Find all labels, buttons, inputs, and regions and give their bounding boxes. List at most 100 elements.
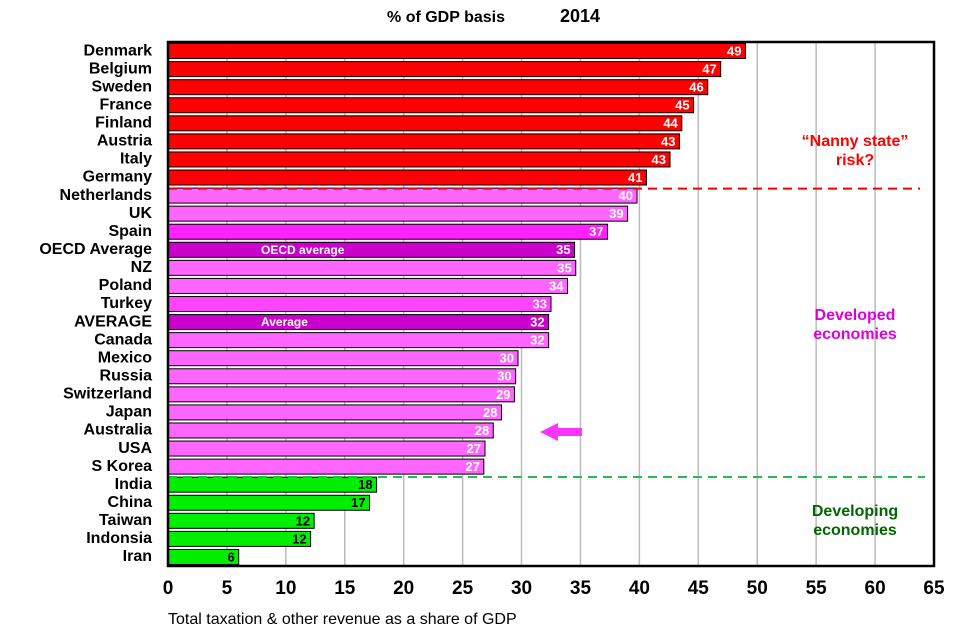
plot-frame [166, 40, 936, 568]
y-tick-label: OECD Average [39, 241, 152, 258]
y-tick-label: Taiwan [99, 512, 152, 529]
bar-inner-label: OECD average [261, 243, 345, 257]
x-tick-label: 5 [222, 578, 233, 599]
y-tick-label: Denmark [84, 42, 153, 59]
y-tick-label: China [108, 494, 153, 511]
y-tick-label: Mexico [98, 349, 152, 366]
y-tick-label: NZ [131, 259, 153, 276]
value-label: 45 [675, 98, 689, 113]
y-tick-label: AVERAGE [74, 313, 152, 330]
y-tick-label: Russia [100, 367, 153, 384]
annotation: “Nanny state” [802, 133, 909, 150]
x-tick-label: 15 [334, 578, 356, 599]
bar [167, 97, 695, 114]
value-label: 49 [727, 43, 741, 58]
value-label: 27 [465, 459, 479, 474]
y-tick-label: Finland [95, 115, 152, 132]
y-tick-label: Iran [123, 548, 152, 565]
bar [167, 350, 519, 367]
y-tick-label: USA [118, 440, 152, 457]
arrow [540, 423, 582, 441]
y-tick-label: Belgium [89, 60, 152, 77]
value-label: 6 [227, 549, 234, 564]
y-tick-label: Sweden [92, 78, 152, 95]
bar [167, 169, 647, 186]
bar [167, 241, 576, 258]
value-label: 35 [556, 242, 570, 257]
bar [167, 332, 550, 349]
y-tick-label: Netherlands [60, 187, 153, 204]
bar [167, 440, 486, 457]
y-tick-label: France [100, 96, 153, 113]
bar-inner-label: Average [261, 315, 308, 329]
value-label: 33 [533, 296, 547, 311]
value-label: 35 [557, 260, 571, 275]
bar [167, 61, 722, 78]
annotation: Developing [812, 503, 898, 520]
x-tick-label: 0 [163, 578, 174, 599]
y-tick-label: India [115, 476, 152, 493]
value-label: 41 [628, 170, 642, 185]
bar [167, 404, 503, 421]
bar [167, 476, 378, 493]
bar [167, 458, 485, 475]
x-tick-label: 20 [393, 578, 414, 599]
x-tick-label: 65 [923, 578, 945, 599]
annotation: risk? [836, 152, 874, 169]
value-label: 30 [500, 351, 514, 366]
bar [167, 115, 683, 132]
value-label: 12 [292, 531, 306, 546]
value-label: 46 [689, 80, 703, 95]
value-label: 18 [358, 477, 372, 492]
bar [167, 151, 671, 168]
value-label: 39 [609, 206, 623, 221]
annotation: economies [813, 326, 897, 343]
bar [167, 386, 515, 403]
x-tick-label: 40 [629, 578, 650, 599]
y-tick-label: Japan [106, 404, 152, 421]
y-tick-label: Italy [120, 151, 152, 168]
y-tick-label: Germany [83, 169, 152, 186]
y-tick-label: Australia [84, 422, 153, 439]
y-tick-label: Canada [94, 331, 152, 348]
value-label: 28 [475, 423, 489, 438]
value-label: 44 [663, 116, 678, 131]
x-axis-label: Total taxation & other revenue as a shar… [168, 611, 517, 628]
x-tick-label: 50 [747, 578, 768, 599]
y-tick-label: Poland [99, 277, 152, 294]
value-label: 32 [530, 315, 544, 330]
y-tick-label: Austria [97, 133, 152, 150]
bar [167, 494, 371, 511]
y-tick-label: Turkey [101, 295, 152, 312]
value-label: 47 [702, 62, 716, 77]
bar [167, 314, 550, 331]
bar [167, 422, 494, 439]
x-tick-label: 35 [570, 578, 592, 599]
bar [167, 223, 609, 240]
value-label: 40 [619, 188, 633, 203]
value-label: 29 [496, 387, 510, 402]
value-label: 30 [497, 369, 511, 384]
chart-subtitle: % of GDP basis [387, 9, 505, 26]
chart-year: 2014 [560, 6, 600, 26]
y-tick-label: S Korea [92, 458, 153, 475]
x-tick-label: 45 [688, 578, 710, 599]
y-tick-label: UK [129, 205, 153, 222]
value-label: 34 [549, 278, 564, 293]
annotation: economies [813, 522, 897, 539]
annotation: Developed [815, 307, 896, 324]
bar [167, 133, 680, 150]
y-tick-label: Switzerland [63, 386, 152, 403]
bar [167, 512, 315, 529]
bar [167, 187, 638, 204]
value-label: 17 [351, 495, 365, 510]
bar [167, 79, 709, 96]
y-tick-label: Indonsia [86, 530, 152, 547]
value-label: 37 [589, 224, 603, 239]
value-label: 27 [467, 441, 481, 456]
x-tick-label: 30 [511, 578, 532, 599]
value-label: 32 [530, 333, 544, 348]
x-tick-label: 55 [806, 578, 828, 599]
